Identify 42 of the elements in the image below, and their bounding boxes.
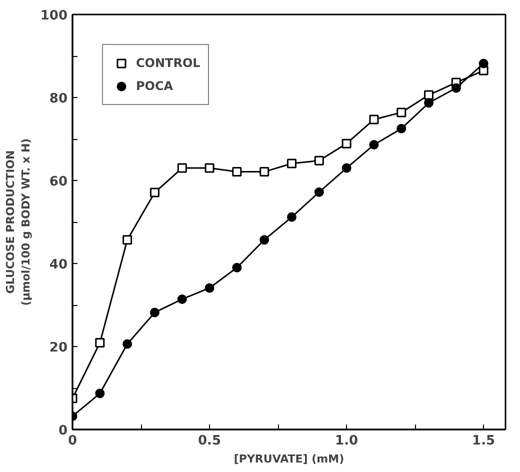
legend-label: POCA — [136, 79, 174, 93]
point — [95, 338, 105, 348]
point — [369, 140, 379, 150]
point — [260, 167, 270, 177]
y-tick-label: 80 — [49, 92, 68, 106]
y-tick-label: 60 — [49, 174, 68, 190]
point — [177, 163, 187, 173]
point — [424, 98, 434, 108]
point — [204, 283, 214, 293]
point — [232, 262, 242, 272]
y-tick-label: 40 — [49, 258, 68, 272]
y-axis-title: GLUCOSE PRODUCTION (µmol/100 g BODY WT. x H) — [4, 138, 32, 306]
point — [177, 294, 187, 304]
x-axis-title: [PYRUVATE] (mM) — [234, 452, 344, 466]
x-tick-label: 0.5 — [198, 434, 222, 448]
point — [150, 188, 160, 198]
point — [122, 339, 132, 349]
point — [478, 58, 488, 68]
x-tick-label: 1.5 — [472, 434, 496, 448]
point — [150, 308, 160, 318]
point — [342, 163, 352, 173]
y-tick-label: 20 — [49, 340, 68, 356]
point — [451, 83, 461, 93]
point — [424, 90, 434, 100]
point — [369, 114, 379, 124]
point — [95, 388, 105, 398]
point — [232, 167, 242, 177]
x-tick-label: 0 — [68, 434, 78, 448]
point — [204, 163, 214, 173]
point — [396, 108, 406, 118]
point — [286, 158, 296, 168]
point — [314, 187, 324, 197]
point — [396, 124, 406, 134]
y-tick-label: 100 — [40, 8, 68, 24]
y-tick-label: 0 — [58, 424, 68, 438]
point — [260, 235, 270, 245]
x-tick-label: 1.0 — [335, 434, 358, 448]
point — [314, 156, 324, 166]
legend-label: CONTROL — [136, 56, 200, 70]
point — [286, 212, 296, 222]
point — [122, 235, 132, 245]
point — [342, 138, 352, 148]
